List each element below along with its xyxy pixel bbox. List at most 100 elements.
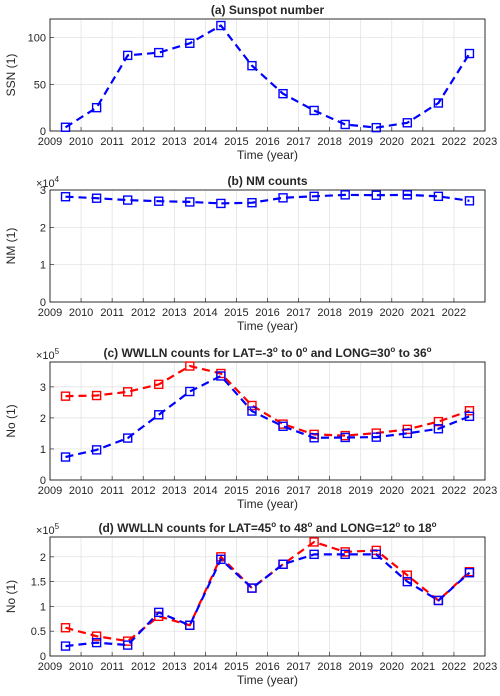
data-point [122,433,133,443]
data-point [185,38,195,48]
x-tick-label: 2021 [411,485,435,497]
x-tick-label: 2015 [224,661,248,673]
y-tick-label: 0 [40,297,46,309]
x-tick-label: 2013 [162,136,186,148]
data-point [91,445,102,455]
data-point [185,197,195,207]
x-tick-label: 2019 [348,307,372,319]
chart-title: (a) Sunspot number [211,3,325,17]
series-line [65,374,470,459]
x-tick-label: 2023 [473,661,497,673]
data-point [278,559,288,569]
series-1 [60,549,475,651]
x-tick-label: 2018 [317,661,341,673]
data-point [154,196,164,206]
y-axis-label: NM (1) [4,228,18,265]
x-tick-label: 2017 [286,136,310,148]
series-1 [60,371,475,462]
data-point [433,595,444,606]
data-point [433,98,444,108]
x-tick-label: 2022 [442,485,466,497]
x-tick-label: 2018 [317,307,341,319]
data-point [278,193,288,203]
x-tick-label: 2010 [69,485,93,497]
x-tick-label: 2013 [162,307,186,319]
data-point [340,432,350,443]
data-point [216,554,226,565]
data-point [402,576,413,587]
x-tick-label: 2011 [100,661,124,673]
data-point [340,549,350,560]
chart-title: (d) WWLLN counts for LAT=45o to 48o and … [98,520,436,535]
data-point [60,122,71,132]
x-tick-label: 2021 [411,307,435,319]
data-point [371,549,381,560]
x-tick-label: 2010 [69,661,93,673]
x-tick-label: 2015 [224,307,248,319]
y-tick-label: 2 [40,552,46,564]
y-tick-label: 0 [40,126,46,138]
data-point [464,568,475,578]
data-point [464,196,475,206]
x-tick-label: 2010 [69,307,93,319]
x-axis-label: Time (year) [237,497,298,511]
data-point [340,190,350,200]
data-point [185,386,195,397]
data-point [60,641,71,651]
series-0 [60,190,475,209]
data-point [464,411,475,422]
x-tick-label: 2012 [131,307,155,319]
x-tick-label: 2020 [380,136,404,148]
data-point [60,623,71,633]
x-tick-label: 2011 [100,136,124,148]
y-axis-label: No (1) [4,580,18,613]
series-line [65,553,471,648]
x-tick-label: 2019 [348,136,372,148]
series-line [65,193,470,205]
x-tick-label: 2022 [442,136,466,148]
series-line [64,24,471,129]
x-tick-label: 2018 [317,485,341,497]
data-point [122,195,133,205]
y-tick-label: 3 [40,382,46,394]
y-tick-label: 100 [28,33,46,45]
x-tick-label: 2023 [473,485,497,497]
x-tick-label: 2009 [38,307,62,319]
data-point [154,607,164,618]
data-point [371,190,381,200]
data-point [309,105,319,116]
x-tick-label: 2023 [473,136,497,148]
x-tick-label: 2019 [348,661,372,673]
data-point [185,620,195,630]
data-point [154,410,164,420]
data-point [278,421,288,431]
x-tick-label: 2017 [286,307,310,319]
data-point [371,432,381,442]
data-point [60,452,71,462]
x-tick-label: 2016 [255,136,279,148]
x-tick-label: 2018 [317,136,341,148]
data-point [371,122,381,133]
x-tick-label: 2014 [193,307,217,319]
data-point [216,198,226,209]
chart-title: (b) NM counts [228,174,308,188]
data-point [402,428,413,439]
data-point [247,406,257,416]
data-point [309,549,319,560]
y-tick-label: 3 [40,185,46,197]
y-tick-label: 0.5 [31,626,46,638]
x-tick-label: 2011 [100,485,124,497]
data-point [122,50,133,61]
y-tick-label: 1.5 [31,577,46,589]
x-axis-label: Time (year) [237,673,298,687]
data-point [91,390,102,401]
y-tick-label: 1 [40,444,46,456]
x-tick-label: 2019 [348,485,372,497]
x-tick-label: 2014 [193,136,217,148]
y-exponent-label: ×105 [36,347,60,362]
data-point [216,371,226,381]
x-tick-label: 2012 [131,661,155,673]
y-tick-label: 1 [40,601,46,613]
data-point [60,192,71,202]
x-tick-label: 2013 [162,661,186,673]
